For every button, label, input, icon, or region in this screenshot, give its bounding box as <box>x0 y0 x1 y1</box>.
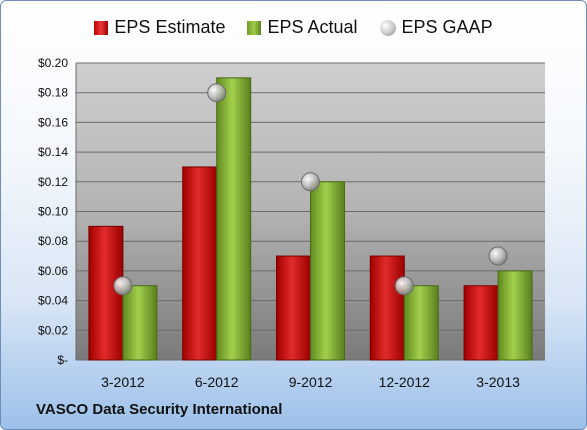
x-category-label: 3-2013 <box>476 374 520 390</box>
marker-eps-gaap <box>394 276 414 296</box>
y-tick-label: $0.12 <box>38 175 68 189</box>
legend-label-estimate: EPS Estimate <box>114 17 226 37</box>
y-tick-label: $0.16 <box>38 115 68 129</box>
bar-eps-estimate <box>276 255 311 361</box>
x-category-label: 3-2012 <box>101 374 145 390</box>
legend-label-gaap: EPS GAAP <box>401 17 493 37</box>
legend-label-actual: EPS Actual <box>267 17 358 37</box>
marker-eps-gaap <box>113 276 133 296</box>
y-tick-label: $0.06 <box>38 264 68 278</box>
bar-eps-estimate <box>369 255 405 361</box>
marker-eps-gaap <box>301 172 320 192</box>
bar-eps-estimate <box>463 285 499 361</box>
legend-swatch-gaap <box>379 19 396 36</box>
y-tick-label: $0.14 <box>38 145 68 159</box>
y-tick-label: $0.02 <box>38 323 68 337</box>
bar-eps-estimate <box>182 166 218 361</box>
legend-item-actual: EPS Actual <box>247 17 358 38</box>
x-category-label: 6-2012 <box>195 374 239 390</box>
bar-eps-actual <box>122 285 158 361</box>
y-tick-label: $0.08 <box>38 234 68 248</box>
legend-item-estimate: EPS Estimate <box>94 17 225 38</box>
marker-eps-gaap <box>488 246 508 266</box>
bar-eps-actual <box>497 270 533 361</box>
y-tick-label: $0.18 <box>38 86 68 100</box>
company-name: VASCO Data Security International <box>36 401 283 418</box>
legend-item-gaap: EPS GAAP <box>379 17 493 38</box>
y-tick-label: $0.04 <box>38 294 68 308</box>
marker-eps-gaap <box>207 83 227 103</box>
x-category-label: 9-2012 <box>289 374 333 390</box>
bar-eps-actual <box>216 77 252 361</box>
bar-eps-actual <box>403 285 439 361</box>
legend: EPS Estimate EPS Actual EPS GAAP <box>1 17 586 38</box>
bar-eps-actual <box>310 181 345 361</box>
legend-swatch-actual <box>247 20 262 35</box>
y-tick-label: $0.10 <box>38 205 68 219</box>
legend-swatch-estimate <box>94 20 109 35</box>
y-tick-label: $0.20 <box>38 56 68 70</box>
y-tick-label: $- <box>57 353 68 367</box>
x-category-label: 12-2012 <box>379 374 431 390</box>
